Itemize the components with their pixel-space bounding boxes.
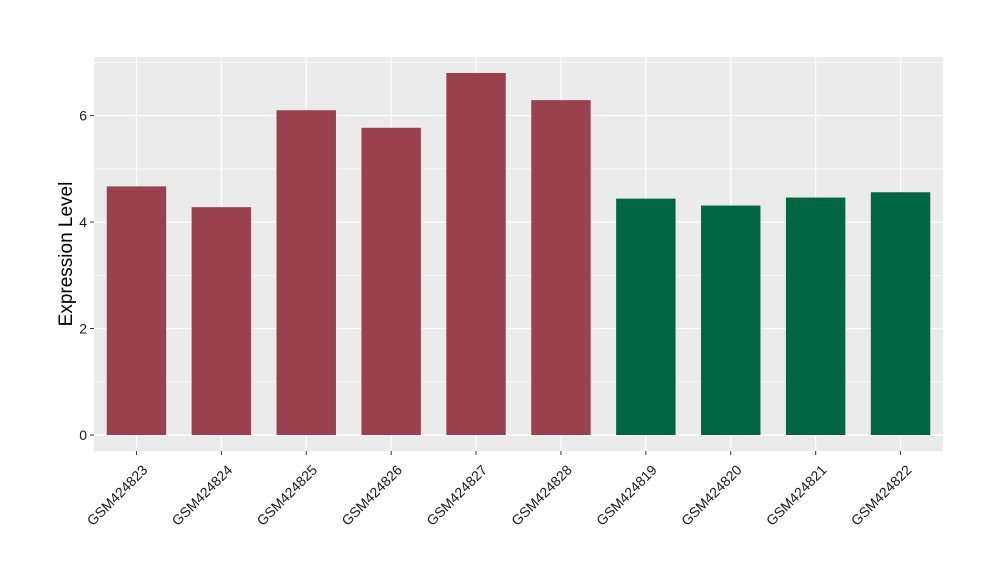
- bar: [361, 127, 421, 436]
- y-tick-label: 2: [79, 321, 87, 337]
- x-tick-label: GSM424827: [423, 462, 490, 529]
- x-tick-label: GSM424819: [593, 462, 660, 529]
- bar: [701, 205, 761, 436]
- bar: [446, 72, 506, 436]
- x-tick-label: GSM424822: [848, 462, 915, 529]
- x-axis: GSM424823 GSM424824 GSM424825 GSM424826 GSM4…: [84, 451, 915, 529]
- x-tick-label: GSM424820: [678, 462, 745, 529]
- bar: [785, 197, 846, 436]
- bar: [531, 100, 591, 436]
- y-axis-title: Expression Level: [56, 182, 77, 327]
- x-tick-label: GSM424825: [253, 462, 320, 529]
- y-tick-label: 4: [79, 214, 87, 230]
- bar: [276, 110, 336, 436]
- x-tick-label: GSM424824: [168, 462, 235, 529]
- bars: [106, 72, 931, 436]
- x-tick-label: GSM424826: [338, 462, 405, 529]
- x-tick-label: GSM424823: [84, 462, 151, 529]
- y-tick-label: 0: [79, 427, 87, 443]
- y-tick-label: 6: [79, 108, 87, 124]
- x-tick-label: GSM424821: [763, 462, 830, 529]
- bar: [191, 207, 252, 436]
- x-tick-label: GSM424828: [508, 462, 575, 529]
- y-axis: 0 2 4 6: [79, 108, 94, 443]
- bar: [106, 186, 167, 436]
- bar: [870, 192, 931, 436]
- bar: [616, 198, 676, 436]
